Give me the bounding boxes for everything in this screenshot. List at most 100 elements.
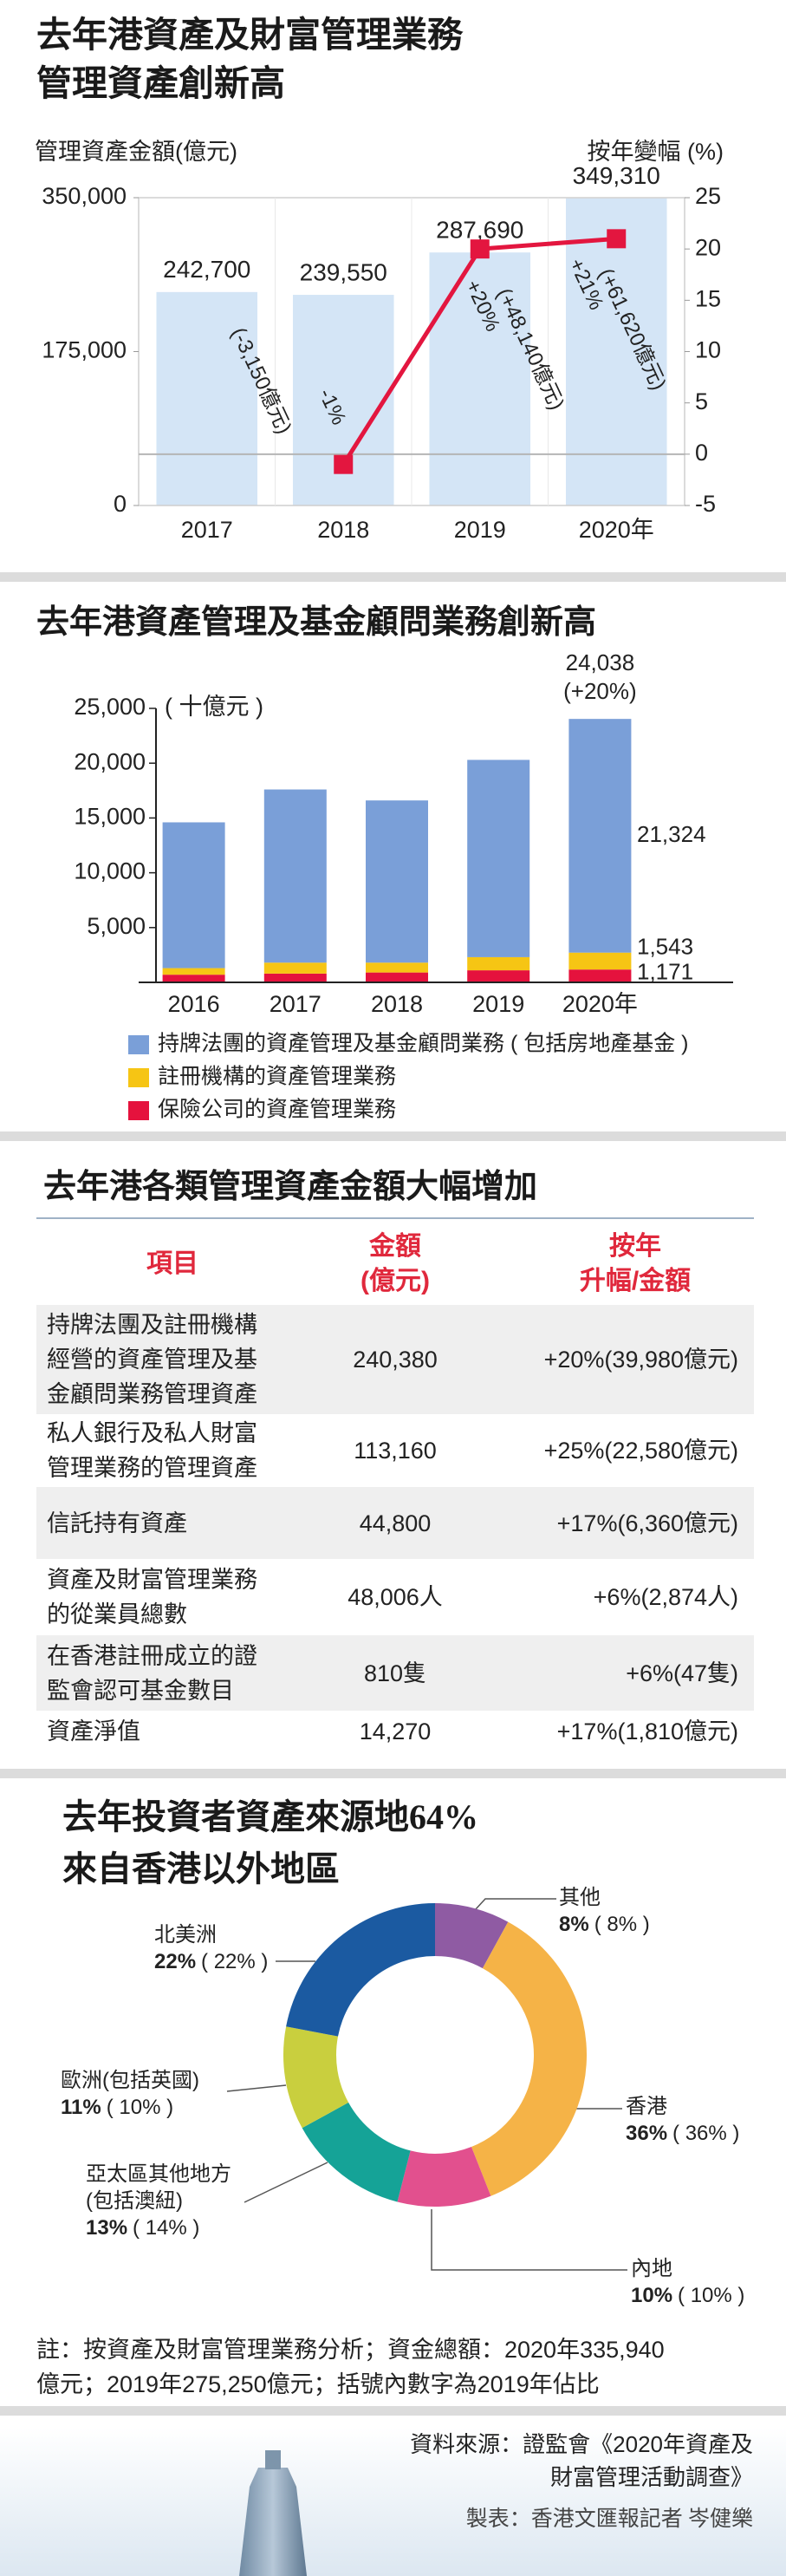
legend-label: 註冊機構的資產管理業務	[158, 1065, 396, 1089]
previous-label: ( 22% )	[201, 1950, 269, 1973]
line-marker	[607, 229, 627, 249]
donut-segment	[286, 1903, 435, 2037]
value-label: 8%	[559, 1913, 589, 1936]
bar-segment	[568, 719, 632, 953]
bar-segment	[467, 760, 530, 957]
table-cell: 48,006人	[348, 1584, 443, 1610]
donut-label: 內地 10%( 10% )	[631, 2255, 744, 2309]
cell-text: 私人銀行及私人財富管理業務的管理資產	[47, 1420, 257, 1481]
donut-segment	[302, 2102, 411, 2202]
value-label: 13%	[86, 2216, 128, 2240]
table-cell: 資產及財富管理業務的從業員總數	[36, 1562, 309, 1632]
table-cell: +17%(6,360億元)	[556, 1510, 738, 1536]
value-line: 13%( 14% )	[86, 2214, 237, 2241]
leader-line	[244, 2162, 328, 2203]
segment-value-label: 21,324	[637, 821, 706, 847]
credit: 製表：香港文匯報記者 岑健樂	[465, 2508, 753, 2531]
value-line: 11%( 10% )	[61, 2094, 199, 2121]
chart-title: 去年投資者資產來源地64%	[62, 1797, 478, 1836]
table-cell: +25%(22,580億元)	[543, 1438, 738, 1464]
growth-label: (+20%)	[563, 678, 637, 704]
segment-value-label: 1,171	[637, 958, 693, 984]
bar-segment	[366, 800, 428, 963]
table-cell: 資產淨值	[36, 1714, 309, 1749]
table-cell: 240,380	[353, 1347, 438, 1373]
table-header: 項目 金額 (億元) 按年 升幅/金額	[36, 1227, 754, 1301]
category-label: 其他	[559, 1886, 601, 1909]
cell-text: 持牌法團及註冊機構經營的資產管理及基金顧問業務管理資產	[47, 1312, 257, 1407]
table: 項目 金額 (億元) 按年 升幅/金額持牌法團及註冊機構經營的資產管理及基金顧問業務…	[36, 1227, 754, 1752]
y2-tick-label: 0	[695, 440, 708, 466]
donut-label: 北美洲 22%( 22% )	[154, 1921, 268, 1975]
line-marker	[334, 454, 354, 474]
tower	[239, 2468, 307, 2576]
total-label: 24,038	[566, 649, 635, 675]
bar-segment	[366, 972, 428, 982]
bar-segment	[263, 789, 327, 963]
bar-value-label: 349,310	[573, 162, 660, 189]
y-tick-label: 15,000	[74, 804, 146, 830]
x-tick-label: 2020年	[579, 517, 654, 543]
separator	[0, 2406, 786, 2416]
previous-label: ( 36% )	[672, 2122, 740, 2145]
donut-label: 亞太區其他地方(包括澳紐) 13%( 14% )	[86, 2161, 237, 2241]
y-tick-label: 0	[114, 491, 127, 517]
leader-lines	[226, 1898, 627, 2271]
leader-line	[226, 2084, 287, 2092]
category-label: 香港	[626, 2095, 667, 2118]
x-tick-label: 2018	[317, 517, 369, 543]
bar-segment	[568, 952, 632, 970]
x-tick-label: 2017	[181, 517, 233, 543]
table-cell: 私人銀行及私人財富管理業務的管理資產	[36, 1416, 309, 1485]
table-cell: 持牌法團及註冊機構經營的資產管理及基金顧問業務管理資產	[36, 1308, 309, 1412]
x-tick-label: 2018	[371, 991, 423, 1017]
y-tick-label: 20,000	[74, 748, 146, 774]
table-cell: +6%(47隻)	[626, 1660, 738, 1686]
table-cell: 14,270	[359, 1718, 432, 1745]
bar-segment	[263, 962, 327, 974]
header-cell: 按年 升幅/金額	[579, 1232, 692, 1295]
table-cell: 810隻	[363, 1660, 427, 1686]
y2-tick-label: 10	[695, 337, 721, 363]
donut-segment	[471, 1921, 588, 2196]
bar-value-label: 239,550	[300, 258, 387, 285]
x-tick-label: 2016	[168, 991, 220, 1017]
table-cell: 44,800	[359, 1510, 432, 1536]
y2-tick-label: 5	[695, 388, 708, 414]
chart-title: 去年港資產及財富管理業務	[36, 15, 463, 55]
y2-tick-label: -5	[695, 491, 716, 517]
bar-segment	[366, 962, 428, 973]
cell-text: 資產及財富管理業務的從業員總數	[47, 1567, 257, 1627]
bar-segment	[162, 975, 225, 982]
y-tick-label: 350,000	[42, 183, 127, 209]
legend-swatch	[128, 1101, 149, 1120]
x-tick-label: 2020年	[562, 991, 638, 1017]
y-tick-label: 5,000	[87, 913, 146, 939]
separator	[0, 572, 786, 582]
table-row: 資產淨值 14,270 +17%(1,810億元)	[36, 1711, 754, 1752]
table-row: 信託持有資產 44,800 +17%(6,360億元)	[36, 1487, 754, 1559]
legend-swatch	[128, 1068, 149, 1087]
cell-text: 資產淨值	[47, 1718, 140, 1745]
chart-title: 去年港資產管理及基金顧問業務創新高	[36, 604, 597, 641]
donut-segment	[397, 2146, 491, 2207]
separator	[0, 1769, 786, 1778]
bar-segment	[162, 968, 225, 975]
bar-value-label: 287,690	[436, 217, 523, 244]
donut-label: 香港 36%( 36% )	[626, 2093, 739, 2147]
bar	[156, 291, 258, 505]
category-label: 歐洲(包括英國)	[61, 2069, 199, 2092]
table-cell: +20%(39,980億元)	[543, 1347, 738, 1373]
leader-line	[474, 1898, 556, 1911]
tower-top	[265, 2450, 281, 2469]
cell-text: 在香港註冊成立的證監會認可基金數目	[47, 1642, 257, 1704]
previous-label: ( 10% )	[678, 2284, 745, 2307]
legend-label: 持牌法團的資產管理及基金顧問業務 ( 包括房地產基金 )	[158, 1032, 689, 1056]
y-tick-label: 25,000	[74, 694, 146, 720]
donut-segment	[283, 2026, 349, 2129]
y-tick-label: 10,000	[74, 858, 146, 884]
table-cell: 113,160	[354, 1438, 437, 1464]
legend-swatch	[128, 1035, 149, 1054]
